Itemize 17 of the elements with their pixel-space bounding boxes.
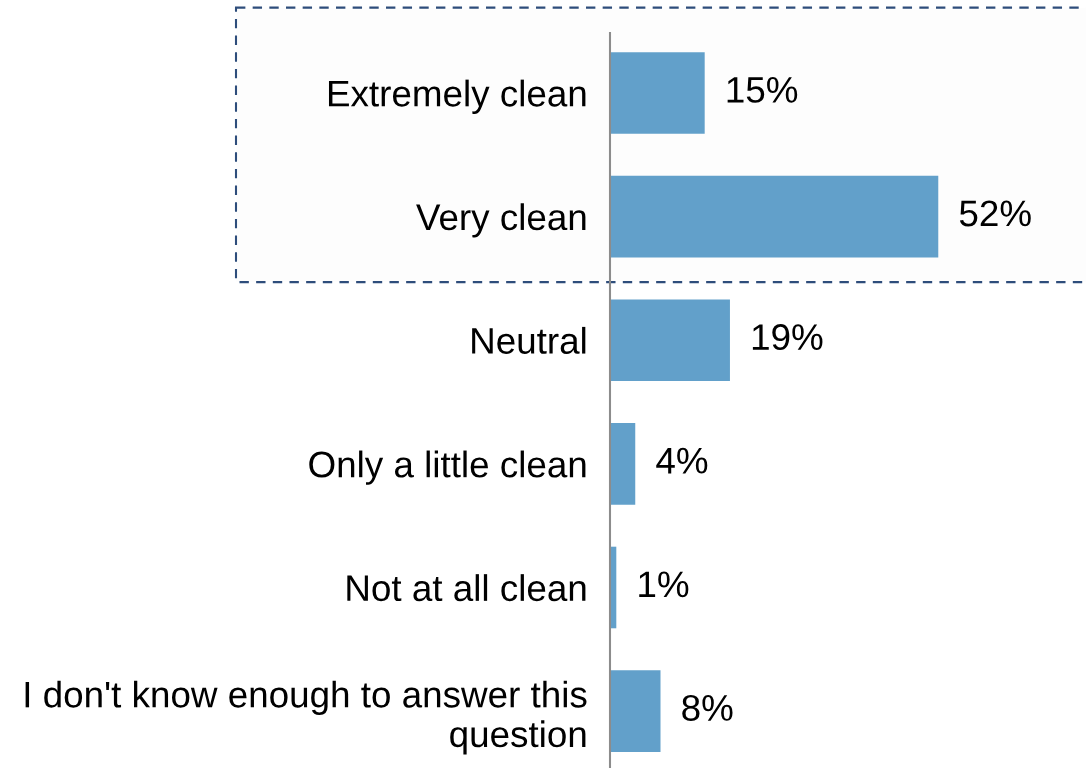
y-tick-label: Only a little clean xyxy=(309,450,586,485)
bar xyxy=(610,423,636,505)
y-tick-label: I don't know enough to answer this question xyxy=(25,680,587,755)
data-label: 8% xyxy=(682,694,733,722)
data-label: 4% xyxy=(656,447,708,474)
y-tick-label: Neutral xyxy=(472,326,586,354)
data-label: 15% xyxy=(727,76,798,103)
y-tick-label: Not at all clean xyxy=(347,574,586,602)
bar xyxy=(610,670,661,752)
bar xyxy=(610,52,705,134)
data-label: 52% xyxy=(959,200,1031,227)
data-label: 19% xyxy=(752,324,823,351)
bar xyxy=(610,175,939,258)
bar xyxy=(610,299,730,382)
y-tick-label: Very clean xyxy=(416,203,586,238)
y-tick-label: Extremely clean xyxy=(328,79,586,114)
data-label: 1% xyxy=(639,571,689,598)
